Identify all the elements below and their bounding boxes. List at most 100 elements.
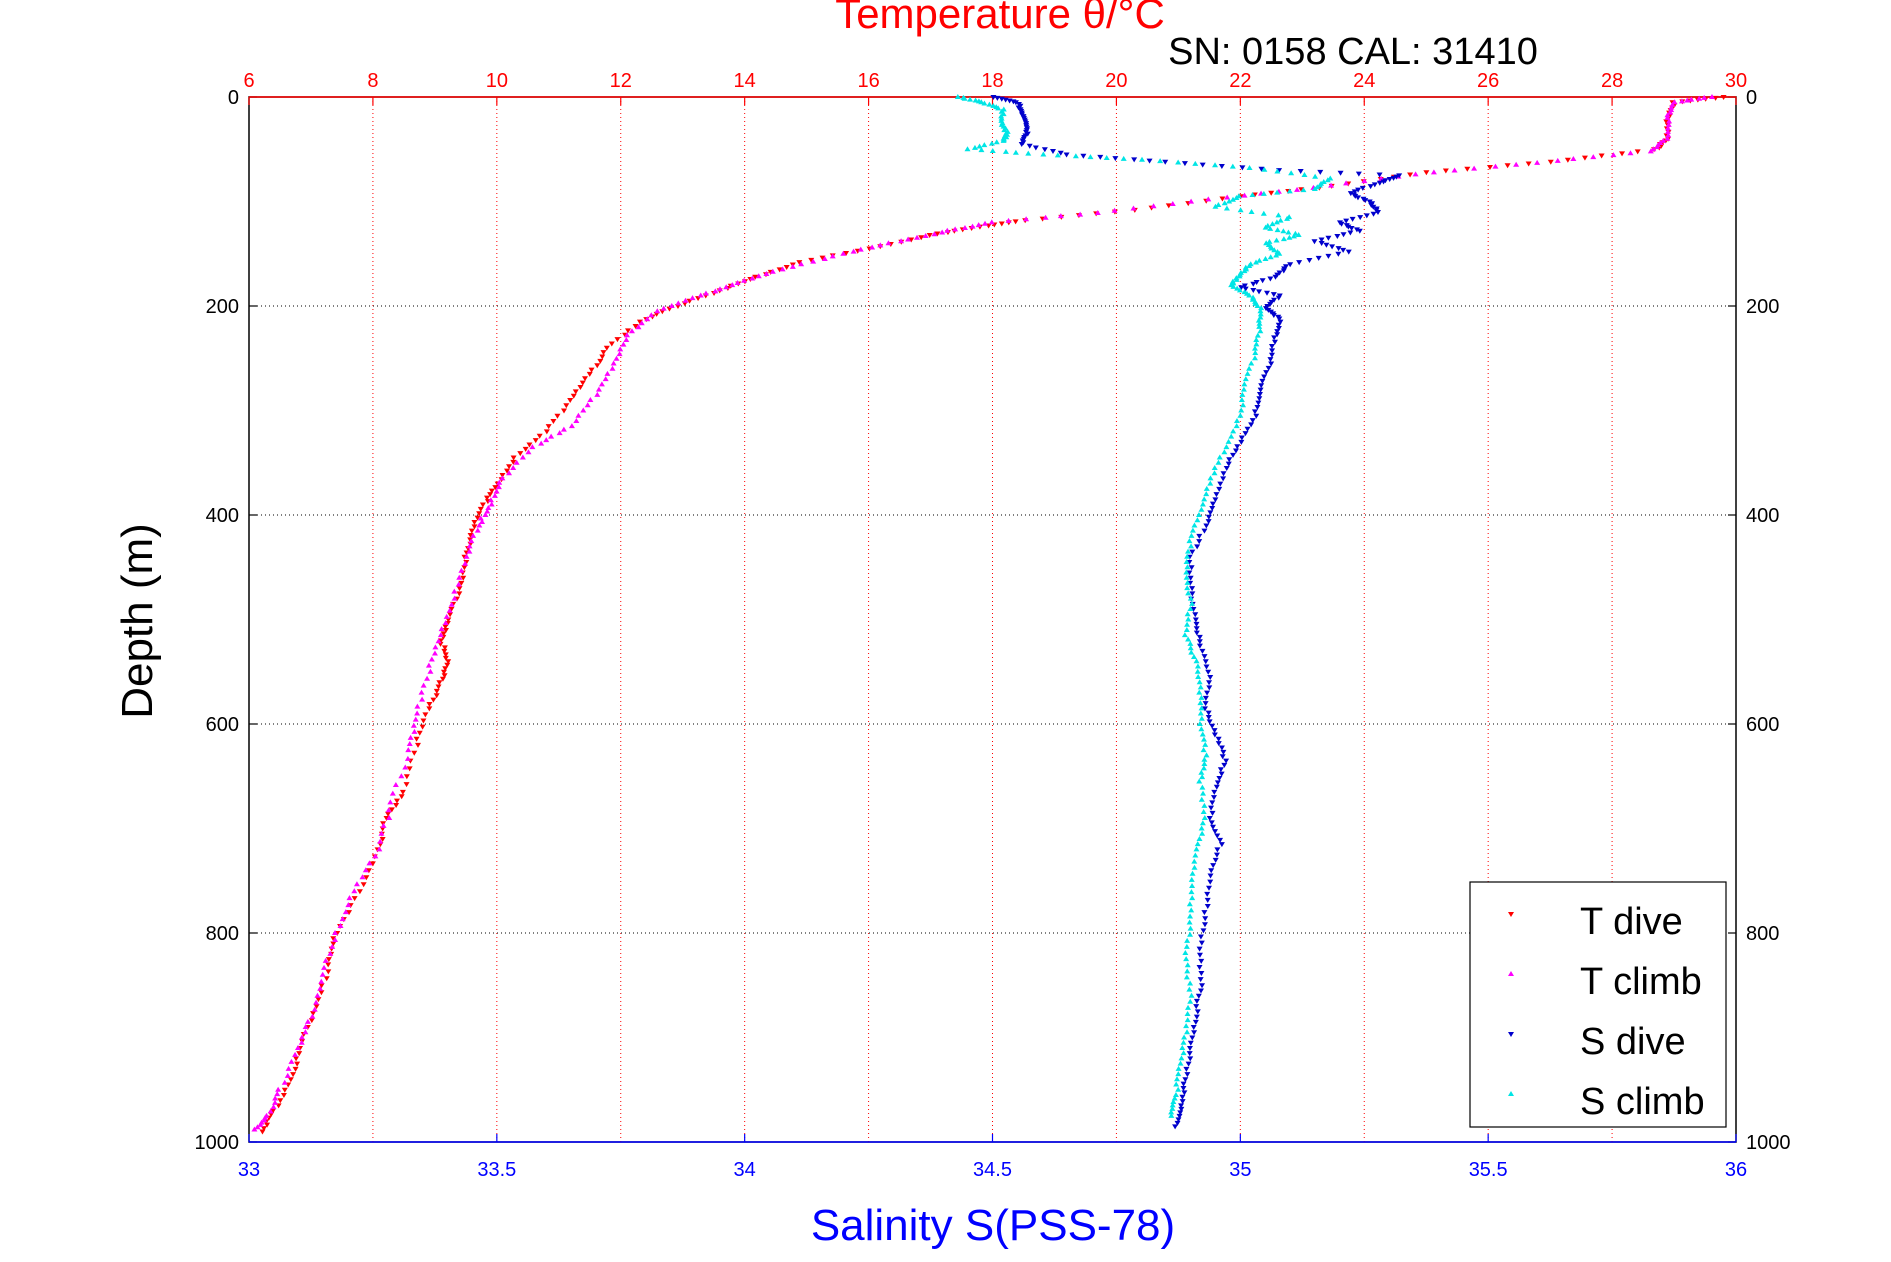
- data-point: [1249, 418, 1256, 424]
- data-point: [1195, 673, 1202, 679]
- data-point: [580, 407, 587, 413]
- data-point: [1205, 196, 1212, 202]
- data-point: [466, 543, 473, 549]
- data-point: [1513, 161, 1520, 167]
- data-point: [339, 916, 346, 922]
- data-point: [517, 451, 524, 457]
- data-point: [1180, 1081, 1187, 1087]
- data-point: [1269, 348, 1276, 354]
- data-point: [1216, 454, 1223, 460]
- y-right-tick-label: 400: [1746, 505, 1779, 527]
- data-point: [1464, 166, 1471, 172]
- data-point: [308, 1018, 315, 1024]
- data-point: [1274, 227, 1281, 233]
- data-point: [323, 976, 330, 982]
- data-point: [1193, 1004, 1200, 1010]
- data-point: [1242, 286, 1249, 292]
- data-point: [510, 459, 517, 465]
- data-point: [1223, 758, 1230, 764]
- data-point: [487, 492, 494, 498]
- data-point: [1273, 252, 1280, 258]
- data-point: [1183, 974, 1190, 980]
- data-point: [1343, 180, 1350, 186]
- data-point: [1280, 268, 1287, 274]
- data-point: [1254, 405, 1261, 411]
- data-point: [600, 350, 607, 356]
- data-point: [1294, 186, 1301, 192]
- data-point: [1253, 341, 1260, 347]
- data-point: [1057, 150, 1064, 156]
- data-point: [1236, 273, 1243, 279]
- data-point: [599, 354, 606, 360]
- data-point: [330, 941, 337, 947]
- data-point: [908, 237, 915, 243]
- data-point: [821, 255, 828, 261]
- data-point: [1042, 214, 1049, 220]
- data-point: [1268, 361, 1275, 367]
- data-point: [1241, 283, 1248, 289]
- data-point: [1169, 1102, 1176, 1108]
- data-point: [1191, 522, 1198, 528]
- data-point: [437, 632, 444, 638]
- data-point: [302, 1029, 309, 1035]
- data-point: [1285, 229, 1292, 235]
- data-point: [548, 433, 555, 439]
- data-point: [393, 798, 400, 804]
- data-point: [1178, 1106, 1185, 1112]
- data-point: [1189, 895, 1196, 901]
- data-point: [1205, 514, 1212, 520]
- data-point: [1241, 268, 1248, 274]
- data-point: [1317, 169, 1324, 175]
- data-point: [1273, 219, 1280, 225]
- data-point: [288, 1058, 295, 1064]
- data-point: [1210, 795, 1217, 801]
- data-point: [1209, 810, 1216, 816]
- data-point: [1176, 1113, 1183, 1119]
- data-point: [298, 1034, 305, 1040]
- data-point: [1200, 928, 1207, 934]
- data-point: [448, 601, 455, 607]
- data-point: [1256, 396, 1263, 402]
- data-point: [1186, 986, 1193, 992]
- data-point: [363, 875, 370, 881]
- data-point: [439, 676, 446, 682]
- data-point: [440, 669, 447, 675]
- data-point: [1201, 802, 1208, 808]
- data-point: [315, 997, 322, 1003]
- data-point: [796, 260, 803, 266]
- data-point: [435, 638, 442, 644]
- data-point: [1184, 1010, 1191, 1016]
- data-point: [275, 1086, 282, 1092]
- data-point: [1194, 1009, 1201, 1015]
- data-point: [975, 222, 982, 228]
- data-point: [385, 807, 392, 813]
- data-point: [479, 518, 486, 524]
- data-point: [697, 292, 704, 298]
- data-point: [1263, 370, 1270, 376]
- data-point: [1246, 365, 1253, 371]
- data-point: [484, 508, 491, 514]
- data-point: [1181, 632, 1188, 638]
- data-point: [567, 398, 574, 404]
- data-point: [1660, 137, 1667, 143]
- data-point: [572, 389, 579, 395]
- data-point: [1253, 259, 1260, 265]
- data-point: [931, 231, 938, 237]
- data-point: [1209, 723, 1216, 729]
- data-point: [330, 936, 337, 942]
- data-point: [1347, 230, 1354, 236]
- data-point: [1196, 835, 1203, 841]
- data-point: [543, 429, 550, 435]
- data-point: [1194, 663, 1201, 669]
- data-point: [850, 248, 857, 254]
- x-top-tick-label: 30: [1725, 70, 1747, 92]
- data-point: [1598, 153, 1605, 159]
- data-point: [1200, 765, 1207, 771]
- y-tick-label: 0: [228, 87, 239, 109]
- data-point: [1198, 958, 1205, 964]
- data-point: [1664, 128, 1671, 134]
- data-point: [1256, 257, 1263, 263]
- data-point: [1218, 745, 1225, 751]
- data-point: [451, 588, 458, 594]
- data-point: [1219, 196, 1226, 202]
